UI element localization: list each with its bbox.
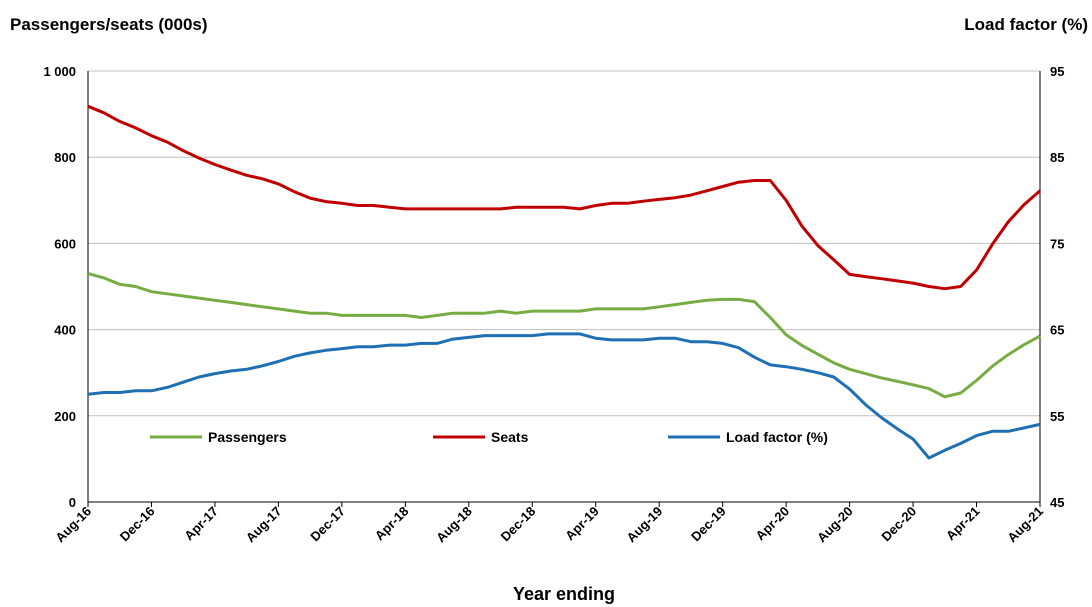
legend: Passengers Seats Load factor (%) — [150, 429, 828, 445]
x-tick-label: Dec-19 — [688, 504, 729, 545]
x-axis-title: Year ending — [513, 584, 615, 604]
x-tick-label: Aug-18 — [433, 504, 475, 546]
x-tick-label: Apr-18 — [372, 504, 412, 544]
left-tick-label: 400 — [54, 323, 76, 338]
x-tick-label: Aug-20 — [814, 504, 856, 546]
series-line-1 — [87, 104, 1041, 291]
x-tick-label: Apr-21 — [943, 504, 983, 544]
left-tick-label: 200 — [54, 409, 76, 424]
right-tick-label: 95 — [1050, 64, 1064, 79]
gridlines — [88, 70, 1040, 417]
legend-label: Passengers — [208, 429, 287, 445]
x-tick-label: Dec-20 — [878, 504, 919, 545]
series-lines — [87, 104, 1041, 460]
x-tick-label: Aug-21 — [1004, 504, 1046, 546]
right-tick-label: 75 — [1050, 236, 1064, 251]
x-tick-label: Apr-17 — [181, 504, 221, 544]
series-line-2 — [87, 332, 1041, 460]
x-tick-label: Dec-17 — [307, 504, 348, 545]
x-tick-label: Dec-18 — [498, 504, 539, 545]
right-tick-label: 45 — [1050, 495, 1064, 510]
right-tick-label: 65 — [1050, 323, 1064, 338]
left-tick-label: 1 000 — [43, 64, 76, 79]
right-tick-label: 55 — [1050, 409, 1064, 424]
x-tick-label: Dec-16 — [117, 504, 158, 545]
left-tick-label: 800 — [54, 150, 76, 165]
left-tick-label: 600 — [54, 236, 76, 251]
legend-label: Seats — [491, 429, 529, 445]
x-tick-label: Aug-19 — [624, 504, 666, 546]
x-tick-label: Aug-17 — [243, 504, 285, 546]
left-tick-label: 0 — [69, 495, 76, 510]
x-tick-label: Apr-19 — [562, 504, 602, 544]
series-line-0 — [87, 272, 1041, 399]
right-axis-title: Load factor (%) — [964, 15, 1088, 34]
right-tick-label: 85 — [1050, 150, 1064, 165]
legend-label: Load factor (%) — [726, 429, 828, 445]
left-axis-title: Passengers/seats (000s) — [10, 15, 208, 34]
x-tick-label: Apr-20 — [753, 504, 793, 544]
